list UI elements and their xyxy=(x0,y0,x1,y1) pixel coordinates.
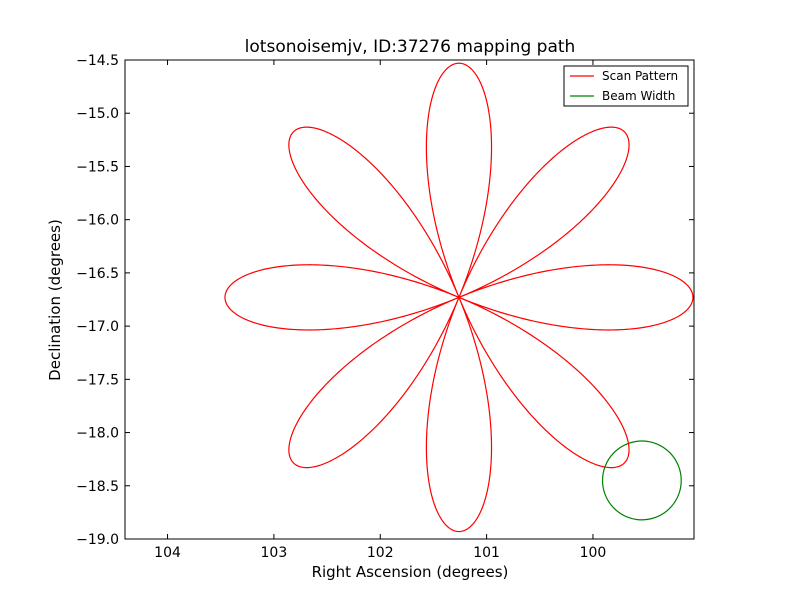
y-tick-label: −15.5 xyxy=(76,159,119,175)
x-tick-label: 100 xyxy=(580,545,607,561)
y-tick-label: −17.5 xyxy=(76,372,119,388)
plot-area-frame xyxy=(124,59,695,540)
y-tick-label: −16.5 xyxy=(76,266,119,282)
legend: Scan Pattern Beam Width xyxy=(563,65,689,107)
x-axis-label: Right Ascension (degrees) xyxy=(312,563,509,581)
x-tick-label: 103 xyxy=(261,545,288,561)
beam-width-circle xyxy=(601,440,682,521)
scan-pattern-line xyxy=(224,62,694,533)
x-axis-ticks: 104 103 102 101 100 xyxy=(154,60,606,561)
y-tick-label: −16.0 xyxy=(76,213,119,229)
y-tick-label: −14.5 xyxy=(76,53,119,69)
y-tick-label: −18.0 xyxy=(76,426,119,442)
y-tick-label: −15.0 xyxy=(76,106,119,122)
x-tick-label: 101 xyxy=(473,545,500,561)
chart-title: lotsonoisemjv, ID:37276 mapping path xyxy=(245,37,576,57)
legend-box xyxy=(563,65,689,107)
y-tick-label: −19.0 xyxy=(76,532,119,548)
y-tick-label: −18.5 xyxy=(76,479,119,495)
plot-clip-group xyxy=(224,62,694,533)
y-axis-ticks: −14.5 −15.0 −15.5 −16.0 −16.5 −17.0 −17.5 −18.0… xyxy=(76,53,694,548)
plot-area-background xyxy=(125,60,694,539)
x-tick-label: 104 xyxy=(154,545,181,561)
legend-label-scan-pattern: Scan Pattern xyxy=(602,69,678,83)
y-axis-label: Declination (degrees) xyxy=(46,219,64,381)
x-tick-label: 102 xyxy=(367,545,394,561)
y-tick-label: −17.0 xyxy=(76,319,119,335)
legend-label-beam-width: Beam Width xyxy=(602,89,675,103)
